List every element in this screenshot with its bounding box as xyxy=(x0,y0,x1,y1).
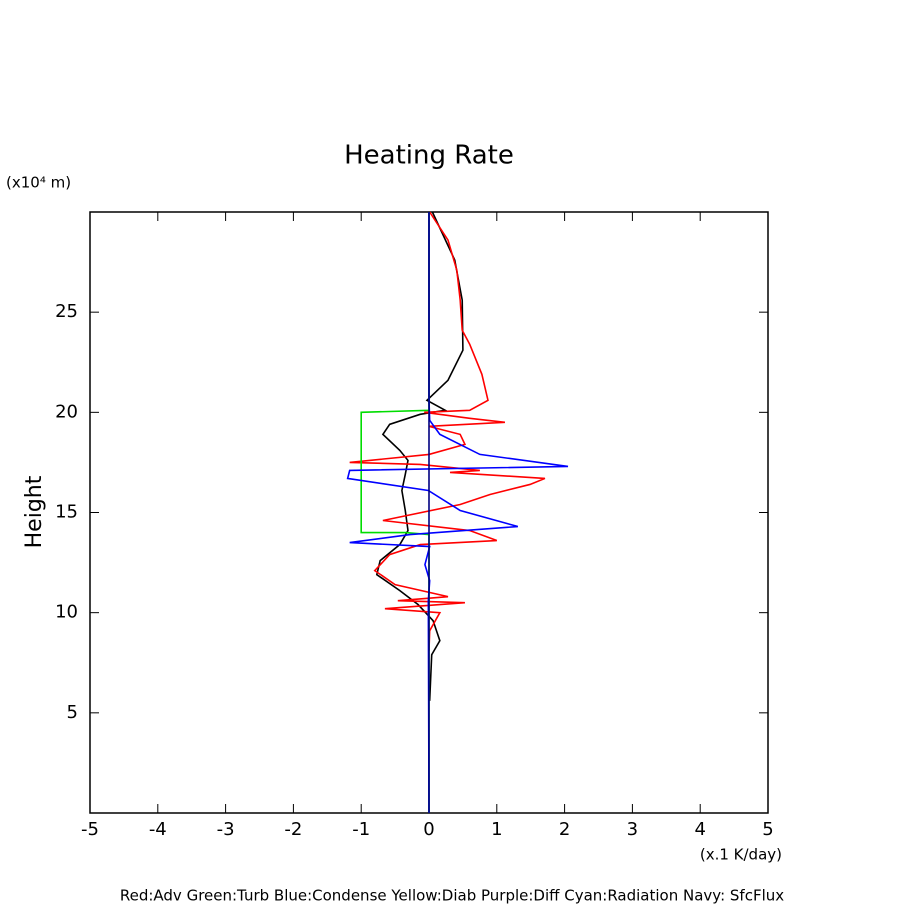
x-tick-label: -4 xyxy=(149,819,167,840)
x-tick-label: 0 xyxy=(423,819,434,840)
x-tick-label: -3 xyxy=(217,819,235,840)
y-tick-label: 5 xyxy=(67,702,78,723)
y-axis-label: Height xyxy=(22,475,47,548)
y-tick-label: 15 xyxy=(55,502,78,523)
x-tick-label: -5 xyxy=(81,819,99,840)
y-tick-label: 25 xyxy=(55,301,78,322)
x-tick-label: -1 xyxy=(352,819,370,840)
caption: Red:Adv Green:Turb Blue:Condense Yellow:… xyxy=(120,887,784,904)
y-tick-label: 20 xyxy=(55,401,78,422)
x-unit: (x.1 K/day) xyxy=(700,846,782,864)
x-tick-label: 2 xyxy=(559,819,570,840)
x-tick-label: 4 xyxy=(694,819,705,840)
x-tick-label: -2 xyxy=(284,819,302,840)
x-tick-label: 1 xyxy=(491,819,502,840)
series-line xyxy=(375,211,464,701)
y-tick-label: 10 xyxy=(55,602,78,623)
x-tick-label: 3 xyxy=(627,819,638,840)
chart-title: Heating Rate xyxy=(344,141,514,171)
x-tick-label: 5 xyxy=(762,819,773,840)
series-line xyxy=(349,211,546,651)
y-unit: (x10⁴ m) xyxy=(6,174,71,192)
series-line xyxy=(346,212,569,814)
